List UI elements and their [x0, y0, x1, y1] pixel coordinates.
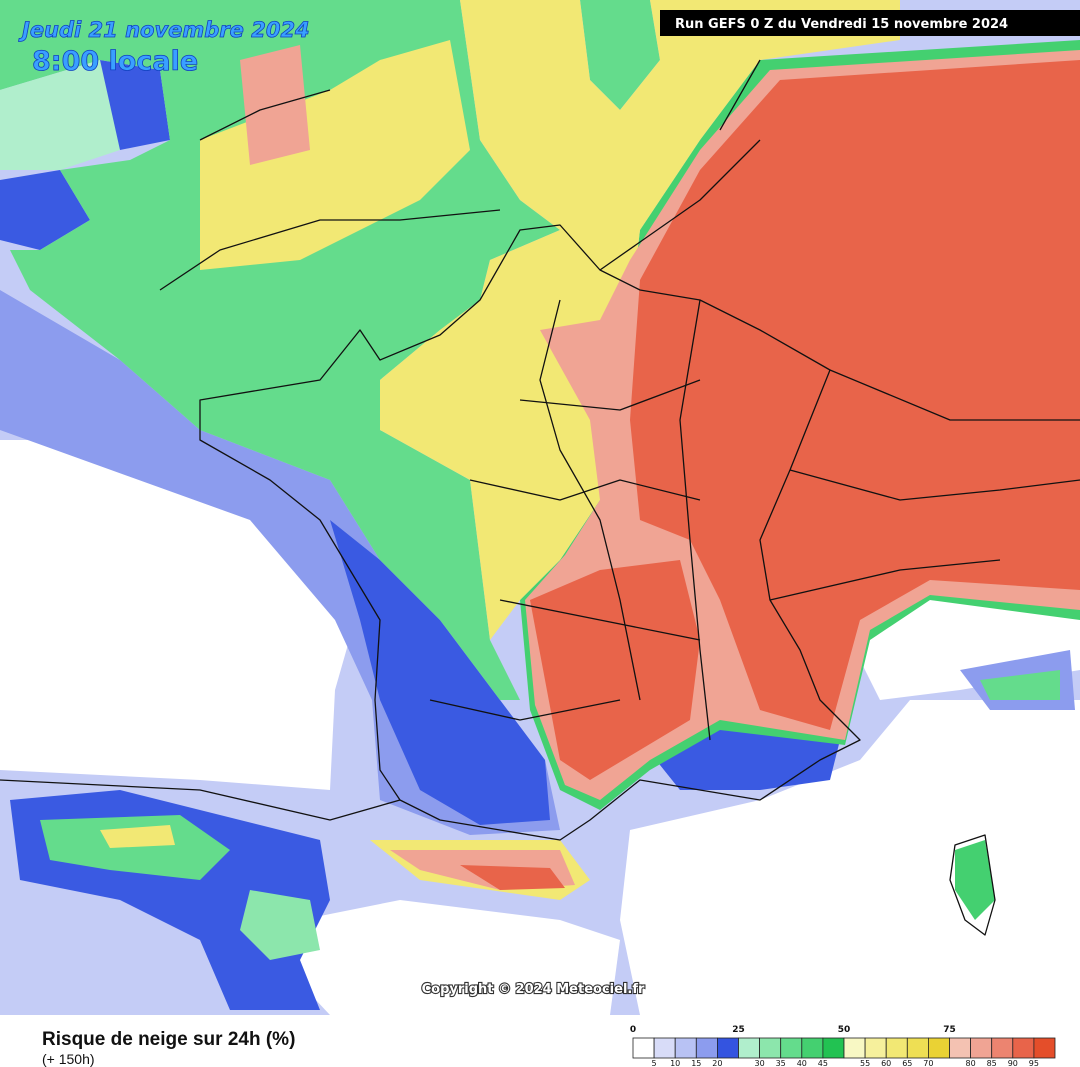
legend-tick-label: 95 — [1029, 1059, 1039, 1067]
area-low — [250, 900, 620, 1015]
area-green — [580, 0, 660, 110]
legend-tick-label: 45 — [818, 1059, 828, 1067]
area-low — [620, 700, 1080, 1015]
legend-title: Risque de neige sur 24h (%) — [42, 1029, 295, 1050]
forecast-date: Jeudi 21 novembre 2024 — [18, 18, 310, 42]
legend-swatch — [822, 1037, 845, 1059]
area-yellow — [380, 0, 900, 640]
legend-tick-label: 85 — [987, 1059, 997, 1067]
legend-tick-label: 35 — [776, 1059, 786, 1067]
area-green — [0, 60, 120, 170]
legend-tick-label: 40 — [797, 1059, 807, 1067]
area-green — [240, 890, 320, 960]
legend-swatch — [653, 1037, 676, 1059]
legend-swatch — [759, 1037, 782, 1059]
legend-subtitle: (+ 150h) — [42, 1051, 95, 1067]
legend-tick-label: 55 — [860, 1059, 870, 1067]
run-banner — [660, 10, 1080, 36]
area-yellow — [200, 40, 470, 270]
area-green — [40, 815, 230, 880]
legend-tick-label: 90 — [1008, 1059, 1018, 1067]
legend-scale: 0 25 50 75 5 10 15 20 30 35 40 45 55 60 65 70 80 85 90 95 — [630, 1025, 1056, 1067]
legend-tick-label: 20 — [712, 1059, 722, 1067]
legend-swatch — [695, 1037, 718, 1059]
legend-swatch — [970, 1037, 993, 1059]
legend-swatch — [928, 1037, 950, 1059]
area-blue — [330, 520, 550, 825]
area-red — [460, 865, 565, 890]
area-green — [955, 840, 995, 920]
forecast-time: 8:00 locale — [32, 46, 198, 77]
legend-swatch — [674, 1037, 697, 1059]
legend-swatch — [906, 1037, 929, 1059]
legend-swatch — [738, 1037, 761, 1059]
area-blue — [0, 170, 90, 250]
area-red — [240, 45, 310, 165]
legend-swatch — [632, 1037, 655, 1059]
legend-tick-label: 70 — [923, 1059, 933, 1067]
legend-swatch — [843, 1037, 866, 1059]
area-blue — [100, 60, 170, 150]
legend-tick-label: 50 — [838, 1025, 851, 1035]
island-border — [949, 834, 996, 936]
legend-swatch — [801, 1037, 824, 1059]
legend-swatch — [949, 1037, 972, 1059]
legend-swatch — [1033, 1037, 1056, 1059]
legend-swatch — [1012, 1037, 1035, 1059]
copyright: Copyright © 2024 Meteociel.fr — [422, 982, 645, 997]
area-yellow — [100, 825, 175, 848]
legend-tick-label: 65 — [902, 1059, 912, 1067]
area-red — [630, 60, 1080, 730]
legend-tick-label: 5 — [652, 1059, 657, 1067]
legend-tick-label: 25 — [732, 1025, 745, 1035]
legend-swatch — [780, 1037, 803, 1059]
legend-tick-label: 80 — [966, 1059, 976, 1067]
legend-tick-label: 75 — [943, 1025, 956, 1035]
legend-swatch — [885, 1037, 908, 1059]
legend-swatch — [864, 1037, 887, 1059]
legend-tick-label: 10 — [670, 1059, 680, 1067]
legend-tick-label: 60 — [881, 1059, 891, 1067]
border — [0, 59, 1080, 821]
legend-tick-label: 30 — [755, 1059, 765, 1067]
run-info: Run GEFS 0 Z du Vendredi 15 novembre 202… — [675, 17, 1008, 32]
legend-swatch — [717, 1037, 739, 1059]
legend-swatch — [991, 1037, 1014, 1059]
legend-tick-label: 0 — [630, 1025, 636, 1035]
region-border — [429, 299, 711, 741]
legend-tick-label: 15 — [691, 1059, 701, 1067]
area-green — [980, 670, 1060, 700]
